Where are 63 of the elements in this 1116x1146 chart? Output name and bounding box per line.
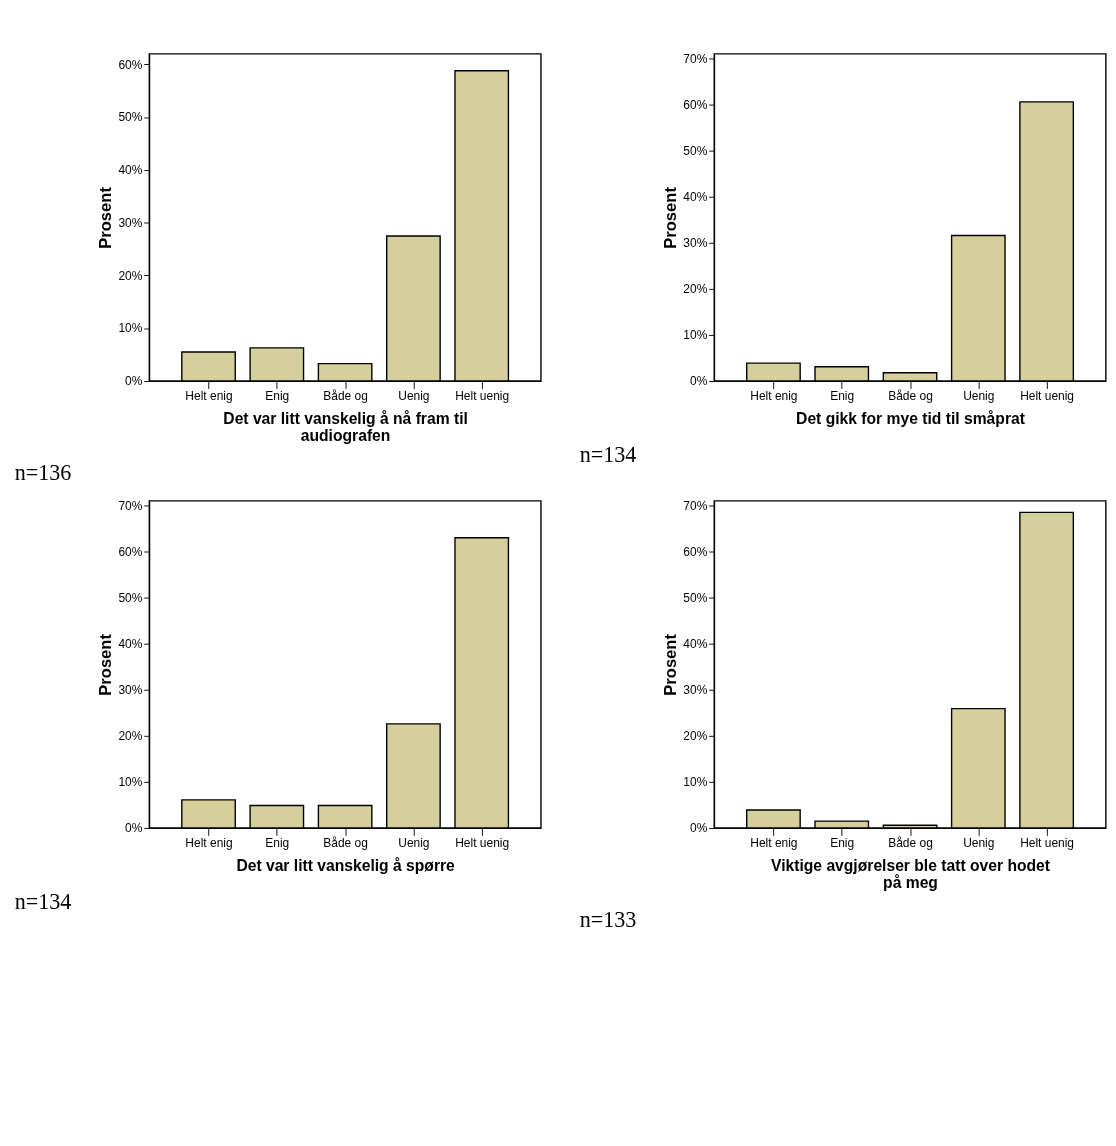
y-tick-label: 0% (125, 374, 143, 389)
y-tick-label: 10% (683, 775, 708, 790)
y-axis-title: Prosent (660, 633, 680, 696)
x-tick-label: Helt enig (185, 835, 233, 850)
x-tick-label: Helt enig (750, 835, 798, 850)
x-axis-title: Det gikk for mye tid til småprat (796, 409, 1026, 427)
y-axis-title: Prosent (96, 633, 116, 696)
y-tick-label: 60% (118, 57, 143, 72)
y-tick-label: 10% (118, 321, 143, 336)
y-tick-label: 70% (118, 498, 143, 513)
x-tick-label: Helt enig (750, 388, 798, 403)
y-tick-label: 50% (118, 110, 143, 125)
x-tick-label: Enig (830, 835, 855, 850)
x-tick-label: Både og (888, 388, 933, 403)
y-axis-title: Prosent (660, 186, 680, 249)
text: n=134 (14, 889, 72, 915)
x-tick-label: Uenig (963, 835, 995, 850)
x-tick-label: Enig (265, 835, 290, 850)
x-tick-label: Helt uenig (455, 835, 510, 850)
y-tick-label: 60% (683, 544, 708, 559)
y-tick-label: 30% (683, 235, 708, 250)
x-axis-title: Det var litt vanskelig å nå fram til audiografen (223, 409, 468, 445)
x-tick-label: Enig (830, 388, 855, 403)
y-tick-label: 60% (118, 544, 143, 559)
y-tick-label: 10% (118, 775, 143, 790)
y-tick-label: 30% (118, 682, 143, 697)
y-tick-label: 0% (689, 821, 708, 836)
x-tick-label: Helt uenig (1020, 835, 1075, 850)
x-axis-title: Viktige avgjørelser ble tatt over hodet på meg (770, 856, 1051, 892)
y-tick-label: 30% (118, 215, 143, 230)
y-tick-label: 20% (683, 729, 708, 744)
x-tick-label: Både og (323, 388, 368, 403)
y-tick-label: 50% (118, 590, 143, 605)
y-tick-label: 40% (683, 636, 708, 651)
text: n=136 (14, 459, 72, 485)
y-tick-label: 70% (683, 498, 708, 513)
text: n=134 (579, 442, 637, 468)
x-tick-label: Enig (265, 388, 290, 403)
y-tick-label: 40% (683, 189, 708, 204)
y-tick-label: 0% (689, 374, 708, 389)
y-tick-label: 0% (125, 821, 143, 836)
x-tick-label: Uenig (963, 388, 995, 403)
y-tick-label: 70% (683, 51, 708, 66)
x-tick-label: Både og (323, 835, 368, 850)
y-tick-label: 10% (683, 328, 708, 343)
y-tick-label: 60% (683, 97, 708, 112)
x-axis-title: Det var litt vanskelig å spørre (236, 856, 456, 874)
x-tick-label: Uenig (398, 388, 430, 403)
y-tick-label: 40% (118, 163, 143, 178)
y-tick-label: 40% (118, 636, 143, 651)
x-tick-label: Helt uenig (1020, 388, 1075, 403)
x-tick-label: Uenig (398, 835, 430, 850)
y-tick-label: 50% (683, 590, 708, 605)
y-tick-label: 20% (118, 729, 143, 744)
y-tick-label: 50% (683, 143, 708, 158)
y-axis-title: Prosent (96, 186, 116, 249)
x-tick-label: Helt uenig (455, 388, 510, 403)
y-tick-label: 20% (118, 268, 143, 283)
y-tick-label: 30% (683, 682, 708, 697)
text: n=133 (579, 906, 637, 932)
x-tick-label: Både og (888, 835, 933, 850)
x-tick-label: Helt enig (185, 388, 233, 403)
y-tick-label: 20% (683, 282, 708, 297)
